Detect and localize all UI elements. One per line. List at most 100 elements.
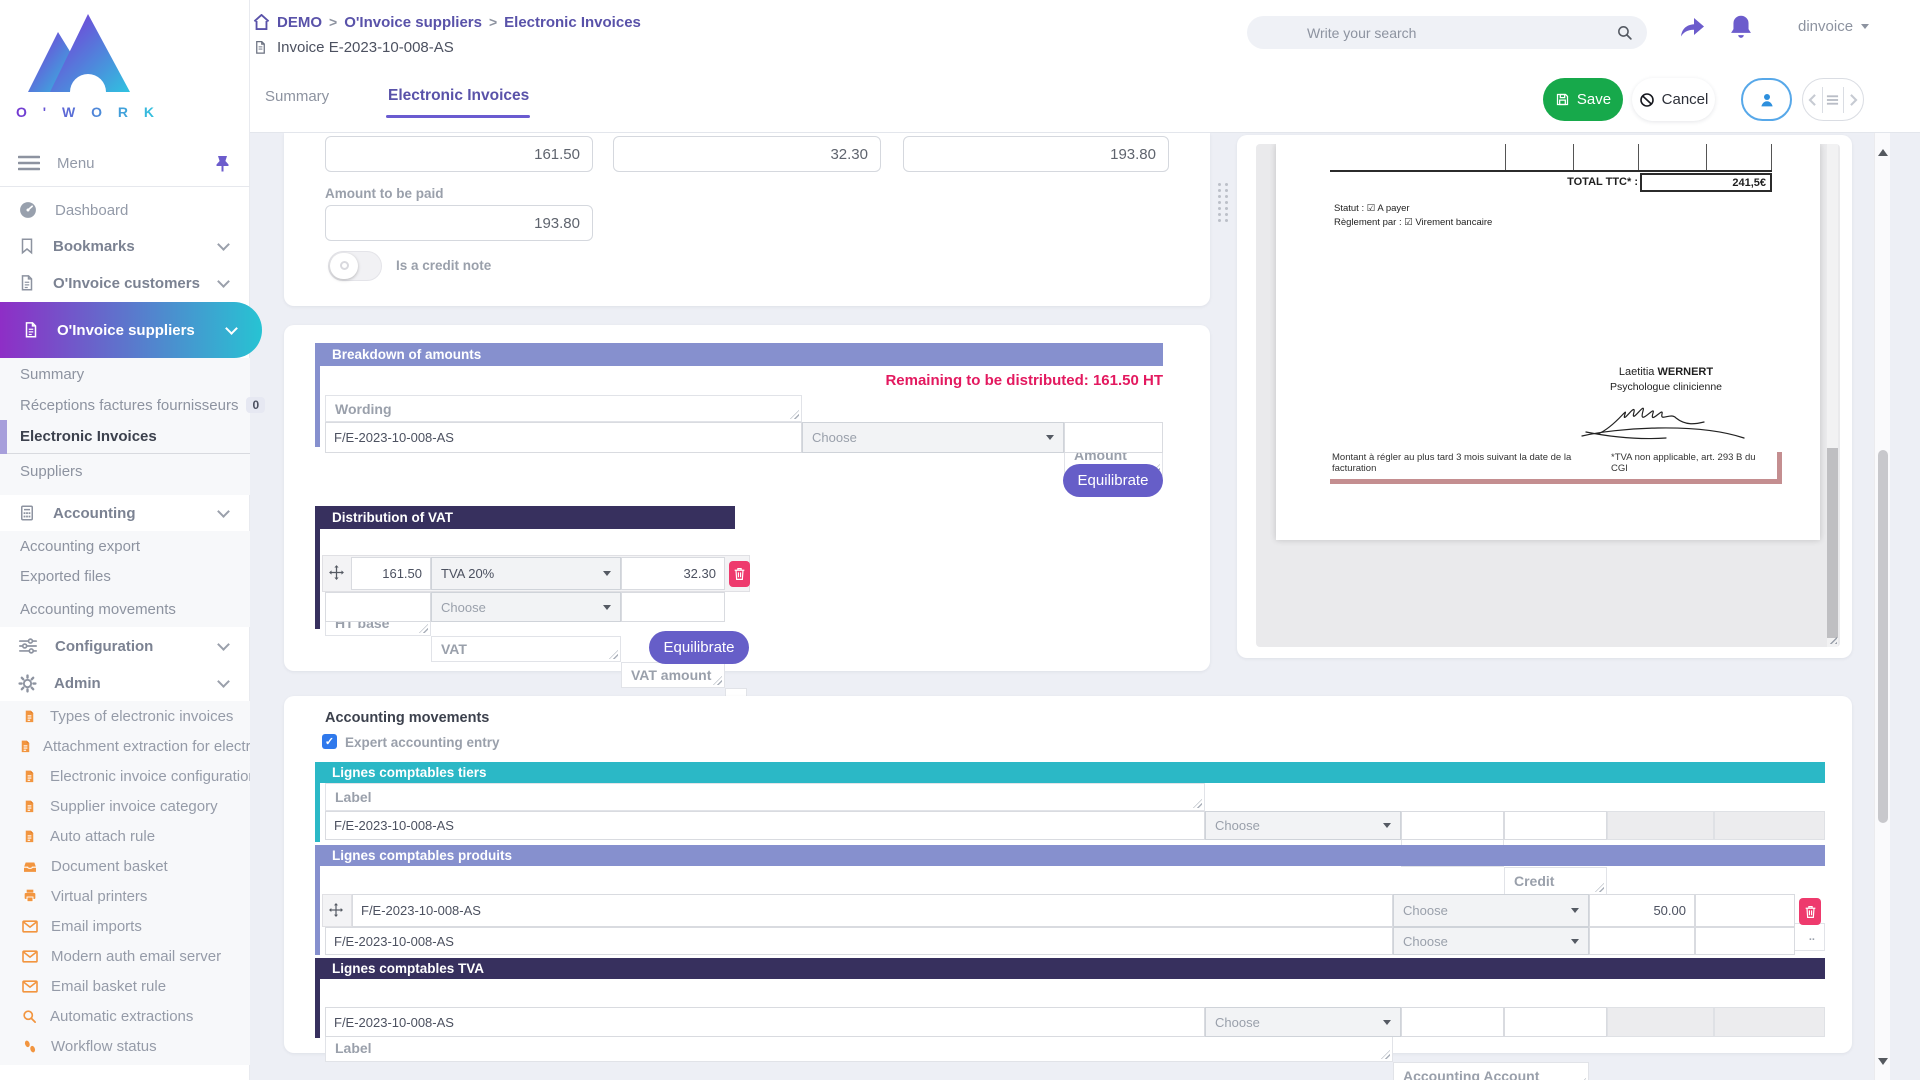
tva-debit-input[interactable] xyxy=(1401,1007,1504,1037)
vat-ht-base-input-empty[interactable] xyxy=(325,592,431,622)
tab-electronic-invoices[interactable]: Electronic Invoices xyxy=(388,87,530,104)
credit-note-toggle[interactable] xyxy=(328,251,382,281)
sidebar-item-dashboard[interactable]: Dashboard xyxy=(0,192,250,228)
submenu-item-electronic-invoices[interactable]: Electronic Invoices xyxy=(0,420,250,454)
column-header-wording[interactable]: Wording xyxy=(325,395,802,422)
panel-splitter-grip[interactable] xyxy=(1218,183,1228,222)
pin-icon[interactable] xyxy=(215,155,230,172)
caret-down-icon xyxy=(1571,938,1579,944)
admin-item-auto-attach-rule[interactable]: Auto attach rule xyxy=(0,821,250,851)
amount-excl-input[interactable] xyxy=(1064,422,1163,453)
user-avatar-button[interactable] xyxy=(1741,78,1792,121)
invoice-preview-viewer[interactable]: TOTAL TTC* : 241,5€ Statut : ☑ A payer R… xyxy=(1256,144,1840,647)
breadcrumb-home[interactable]: DEMO xyxy=(277,13,322,31)
admin-item-workflow-status[interactable]: Workflow status xyxy=(0,1031,250,1061)
column-header-vat[interactable]: VAT xyxy=(431,636,621,662)
sidebar-item-bookmarks[interactable]: Bookmarks xyxy=(0,228,250,264)
scroll-up-arrow[interactable] xyxy=(1878,149,1888,156)
tab-summary[interactable]: Summary xyxy=(265,88,330,105)
produits-label-input-2[interactable]: F/E-2023-10-008-AS xyxy=(325,927,1393,955)
tiers-account-select[interactable]: Choose xyxy=(1205,811,1401,840)
vat-amount-field[interactable]: 32.30 xyxy=(613,136,881,172)
delete-vat-row-button[interactable] xyxy=(729,561,750,587)
preview-resize-handle[interactable] xyxy=(1827,634,1837,644)
admin-item-automatic-extractions[interactable]: Automatic extractions xyxy=(0,1001,250,1031)
submenu-item-receptions[interactable]: Réceptions factures fournisseurs 0 xyxy=(0,390,266,420)
admin-item-email-basket-rule[interactable]: Email basket rule xyxy=(0,971,250,1001)
page-scrollbar-thumb[interactable] xyxy=(1878,450,1888,823)
produits-debit-input-2[interactable] xyxy=(1589,927,1695,955)
home-icon[interactable] xyxy=(253,14,270,30)
breakdown-equilibrate-button[interactable]: Equilibrate xyxy=(1063,464,1163,497)
share-icon[interactable] xyxy=(1678,15,1706,41)
move-row-icon[interactable] xyxy=(328,564,345,581)
submenu-item-suppliers[interactable]: Suppliers xyxy=(20,462,83,480)
sidebar-item-configuration[interactable]: Configuration xyxy=(0,627,250,665)
vat-rate-select-empty[interactable]: Choose xyxy=(431,592,621,622)
produits-column-account[interactable]: Accounting Account xyxy=(1393,1062,1589,1080)
tva-label-input[interactable]: F/E-2023-10-008-AS xyxy=(325,1007,1205,1037)
wording-input[interactable]: F/E-2023-10-008-AS xyxy=(325,422,802,453)
produits-column-label[interactable]: Label xyxy=(325,1034,1393,1062)
breadcrumb-suppliers[interactable]: O'Invoice suppliers xyxy=(344,13,482,31)
expert-accounting-checkbox[interactable]: ✓ xyxy=(322,734,337,749)
amount-to-be-paid-field[interactable]: 193.80 xyxy=(325,205,593,241)
produits-debit-input[interactable]: 50.00 xyxy=(1589,894,1695,927)
vat-equilibrate-button[interactable]: Equilibrate xyxy=(649,631,749,664)
search-bar[interactable] xyxy=(1247,16,1647,49)
produits-account-select[interactable]: Choose xyxy=(1393,894,1589,927)
preview-scrollbar-thumb[interactable] xyxy=(1827,448,1838,638)
tiers-column-label[interactable]: Label xyxy=(325,783,1205,811)
chevron-right-icon[interactable] xyxy=(1844,93,1863,106)
tiers-credit-input[interactable] xyxy=(1504,811,1607,840)
produits-label-input[interactable]: F/E-2023-10-008-AS xyxy=(352,894,1393,927)
list-icon[interactable] xyxy=(1823,94,1842,106)
tiers-column-credit[interactable]: Credit xyxy=(1504,867,1607,895)
vat-ht-base-input[interactable]: 161.50 xyxy=(351,557,431,590)
admin-item-types[interactable]: Types of electronic invoices xyxy=(0,701,250,731)
breadcrumb-electronic-invoices[interactable]: Electronic Invoices xyxy=(504,13,641,31)
admin-item-document-basket[interactable]: Document basket xyxy=(0,851,250,881)
admin-item-email-imports[interactable]: Email imports xyxy=(0,911,250,941)
submenu-item-summary[interactable]: Summary xyxy=(20,365,85,383)
sidebar-item-admin[interactable]: Admin xyxy=(0,665,250,701)
bell-icon[interactable] xyxy=(1728,13,1754,41)
submenu-item-accounting-export[interactable]: Accounting export xyxy=(20,537,141,555)
tva-credit-input[interactable] xyxy=(1504,1007,1607,1037)
vat-amount-input[interactable]: 32.30 xyxy=(621,557,725,590)
search-icon[interactable] xyxy=(1616,24,1633,41)
admin-item-supplier-invoice-category[interactable]: Supplier invoice category xyxy=(0,791,250,821)
page-scrollbar[interactable] xyxy=(1874,133,1890,1080)
admin-item-einvoice-configuration[interactable]: Electronic invoice configuration xyxy=(0,761,250,791)
vat-amount-input-empty[interactable] xyxy=(621,592,725,622)
search-input[interactable] xyxy=(1261,24,1616,41)
admin-item-virtual-printers[interactable]: Virtual printers xyxy=(0,881,250,911)
submenu-item-exported-files[interactable]: Exported files xyxy=(20,567,111,585)
submenu-item-accounting-movements[interactable]: Accounting movements xyxy=(20,600,176,618)
accounting-account-select[interactable]: Choose xyxy=(802,422,1064,453)
scroll-down-arrow[interactable] xyxy=(1878,1058,1888,1065)
tiers-label-input[interactable]: F/E-2023-10-008-AS xyxy=(325,811,1205,840)
produits-credit-input-2[interactable] xyxy=(1695,927,1795,955)
save-button[interactable]: Save xyxy=(1543,78,1623,121)
preview-scrollbar[interactable] xyxy=(1827,144,1838,647)
cancel-button[interactable]: Cancel xyxy=(1632,78,1715,121)
sidebar-item-accounting[interactable]: Accounting xyxy=(0,495,250,531)
produits-account-select-2[interactable]: Choose xyxy=(1393,927,1589,955)
sidebar-item-oinvoice-customers[interactable]: O'Invoice customers xyxy=(0,264,250,302)
chevron-left-icon[interactable] xyxy=(1803,93,1822,106)
tva-account-select[interactable]: Choose xyxy=(1205,1007,1401,1037)
column-header-vat-amount[interactable]: VAT amount xyxy=(621,662,725,688)
amount-excl-tax-field[interactable]: 161.50 xyxy=(325,136,593,172)
amount-incl-tax-field[interactable]: 193.80 xyxy=(903,136,1169,172)
produits-credit-input[interactable] xyxy=(1695,894,1795,927)
vat-rate-select[interactable]: TVA 20% xyxy=(431,557,621,590)
delete-produits-row-button[interactable] xyxy=(1799,898,1821,925)
sidebar-menu-toggle[interactable]: Menu xyxy=(0,140,250,187)
user-menu[interactable]: dinvoice xyxy=(1798,18,1870,35)
tiers-debit-input[interactable] xyxy=(1401,811,1504,840)
sidebar-item-oinvoice-suppliers[interactable]: O'Invoice suppliers xyxy=(0,302,262,358)
admin-item-attachment-extraction[interactable]: Attachment extraction for electron xyxy=(0,731,250,761)
move-row-icon[interactable] xyxy=(328,902,344,918)
admin-item-modern-auth-email-server[interactable]: Modern auth email server xyxy=(0,941,250,971)
